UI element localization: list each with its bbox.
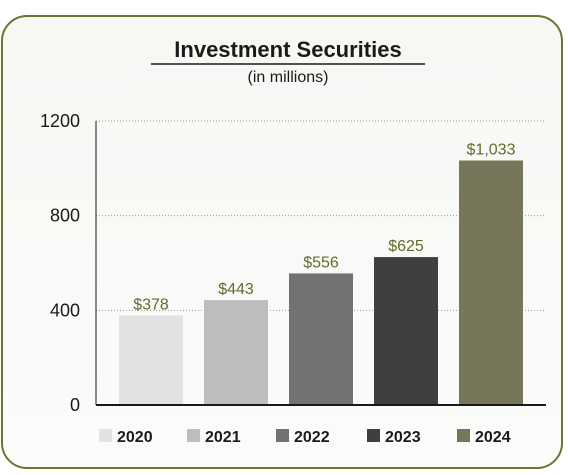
legend-swatch (99, 429, 112, 442)
y-tick-label: 800 (50, 206, 80, 226)
bar-2023 (374, 257, 438, 405)
data-label: $443 (218, 281, 254, 298)
legend-swatch (457, 429, 470, 442)
legend-label: 2022 (294, 429, 330, 446)
chart-subtitle: (in millions) (248, 69, 329, 86)
bars (119, 160, 523, 405)
y-axis-ticks: 0 400 800 1200 (40, 111, 80, 415)
data-labels: $378 $443 $556 $625 $1,033 (133, 142, 515, 314)
bar-2020 (119, 315, 183, 405)
y-tick-label: 400 (50, 300, 80, 320)
data-label: $1,033 (467, 142, 516, 159)
chart-title: Investment Securities (174, 37, 401, 62)
legend-label: 2021 (205, 429, 241, 446)
data-label: $556 (303, 254, 339, 271)
data-label: $625 (388, 238, 424, 255)
bar-2022 (289, 273, 353, 405)
y-tick-label: 0 (70, 395, 80, 415)
bar-2021 (204, 300, 268, 405)
data-label: $378 (133, 297, 169, 314)
legend-swatch (276, 429, 289, 442)
legend-swatch (367, 429, 380, 442)
legend-label: 2024 (475, 429, 511, 446)
y-tick-label: 1200 (40, 111, 80, 131)
legend: 2020 2021 2022 2023 2024 (99, 429, 511, 446)
bar-2024 (459, 160, 523, 405)
legend-label: 2023 (385, 429, 421, 446)
legend-swatch (187, 429, 200, 442)
legend-label: 2020 (117, 429, 153, 446)
